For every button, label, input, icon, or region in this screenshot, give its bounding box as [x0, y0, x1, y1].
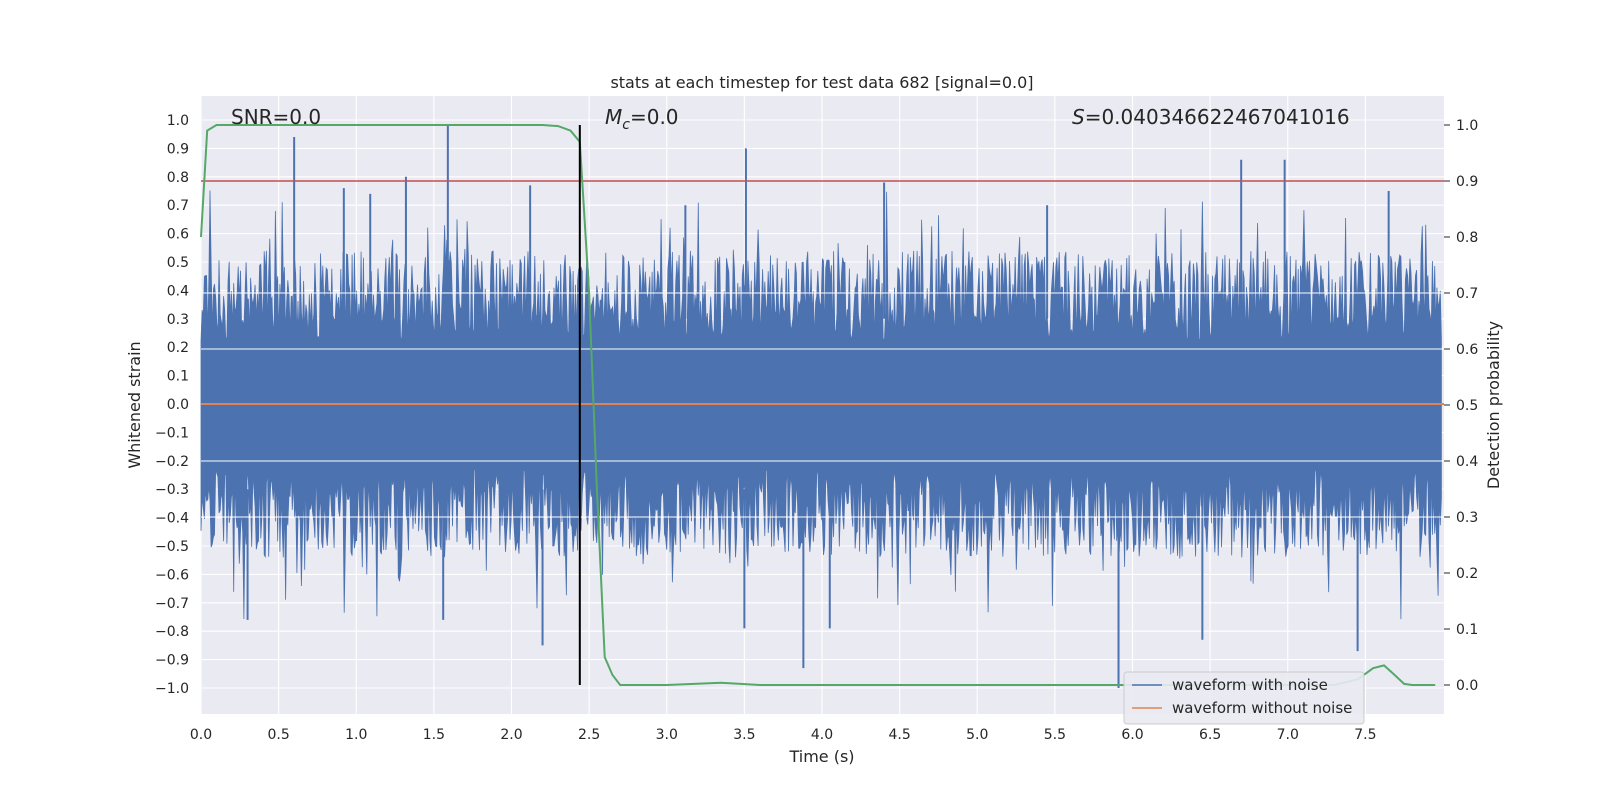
- y-tick-label: −1.0: [155, 681, 189, 697]
- y-right-tick-label: 0.8: [1456, 230, 1478, 246]
- y-tick-label: −0.3: [155, 482, 189, 498]
- detection-probability-line: [200, 124, 1436, 686]
- x-tick-label: 2.0: [500, 727, 522, 743]
- y-tick-label: −0.7: [155, 596, 189, 612]
- chirp-mass-annotation: Mc=0.0: [605, 105, 679, 133]
- y-tick-label: −0.8: [155, 624, 189, 640]
- chart-title: stats at each timestep for test data 682…: [610, 73, 1033, 92]
- x-tick-label: 3.5: [733, 727, 755, 743]
- x-tick-label: 0.5: [267, 727, 289, 743]
- y-tick-label: 1.0: [167, 113, 189, 129]
- y-tick-label: 0.8: [167, 170, 189, 186]
- x-tick-label: 1.5: [423, 727, 445, 743]
- x-tick-label: 2.5: [578, 727, 600, 743]
- y-tick-label: 0.7: [167, 198, 189, 214]
- y-tick-label: 0.4: [167, 283, 189, 299]
- y-axis-right-label: Detection probability: [1484, 321, 1503, 489]
- s-value: =0.0403466224670410​16: [1085, 105, 1350, 129]
- mc-symbol: M: [605, 105, 622, 129]
- legend-label-clean: waveform without noise: [1172, 699, 1352, 717]
- y-tick-label: −0.2: [155, 454, 189, 470]
- x-tick-label: 5.5: [1044, 727, 1066, 743]
- y-right-tick-label: 0.3: [1456, 510, 1478, 526]
- x-tick-label: 3.0: [656, 727, 678, 743]
- y-right-tick-label: 1.0: [1456, 118, 1478, 134]
- x-tick-label: 4.0: [811, 727, 833, 743]
- y-right-tick-label: 0.5: [1456, 398, 1478, 414]
- y-tick-label: 0.5: [167, 255, 189, 271]
- y-tick-label: −0.5: [155, 539, 189, 555]
- y-right-tick-label: 0.7: [1456, 286, 1478, 302]
- legend-box: [1123, 671, 1365, 725]
- x-tick-label: 6.5: [1199, 727, 1221, 743]
- y-right-tick-label: 0.2: [1456, 566, 1478, 582]
- y-tick-label: 0.6: [167, 227, 189, 243]
- y-tick-label: 0.1: [167, 369, 189, 385]
- legend-label-noise: waveform with noise: [1172, 676, 1328, 694]
- x-tick-label: 0.0: [190, 727, 212, 743]
- x-tick-label: 6.0: [1121, 727, 1143, 743]
- mc-value: =0.0: [630, 105, 679, 129]
- y-tick-label: 0.9: [167, 141, 189, 157]
- y-tick-label: −0.1: [155, 425, 189, 441]
- overlay-series: [200, 124, 1444, 686]
- x-tick-label: 7.0: [1277, 727, 1299, 743]
- x-tick-label: 4.5: [888, 727, 910, 743]
- y-right-tick-label: 0.1: [1456, 622, 1478, 638]
- y-right-tick-label: 0.0: [1456, 678, 1478, 694]
- axes: 0.0 0.5 1.0 1.5 2.0 2.5 3.0 3.5 4.0 4.5 5.0 5.5 6.0 6…: [155, 113, 1478, 743]
- legend: waveform with noise waveform without noi…: [1123, 671, 1365, 725]
- mc-subscript: c: [622, 117, 630, 133]
- y-axis-label: Whitened strain: [125, 341, 144, 468]
- x-tick-label: 5.0: [966, 727, 988, 743]
- x-axis-label: Time (s): [788, 747, 854, 766]
- y-tick-label: −0.6: [155, 567, 189, 583]
- y-right-tick-label: 0.4: [1456, 454, 1478, 470]
- x-tick-label: 1.0: [345, 727, 367, 743]
- y-right-tick-label: 0.9: [1456, 174, 1478, 190]
- y-right-tick-label: 0.6: [1456, 342, 1478, 358]
- y-tick-label: 0.3: [167, 312, 189, 328]
- y-tick-label: 0.0: [167, 397, 189, 413]
- y-tick-label: −0.9: [155, 653, 189, 669]
- s-symbol: S: [1072, 105, 1085, 129]
- s-annotation: S=0.0403466224670410​16: [1072, 105, 1350, 129]
- y-tick-label: 0.2: [167, 340, 189, 356]
- snr-annotation: SNR=0.0: [231, 105, 321, 129]
- y-tick-label: −0.4: [155, 511, 189, 527]
- x-tick-label: 7.5: [1354, 727, 1376, 743]
